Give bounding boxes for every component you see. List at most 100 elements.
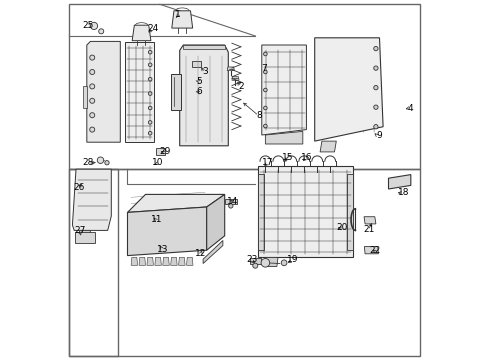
Text: 1: 1 <box>175 10 181 19</box>
Polygon shape <box>146 257 153 265</box>
Text: 2: 2 <box>238 82 243 91</box>
Polygon shape <box>75 232 95 243</box>
Polygon shape <box>192 61 201 67</box>
Text: 17: 17 <box>262 158 273 167</box>
Polygon shape <box>231 77 239 80</box>
Polygon shape <box>249 258 260 264</box>
Circle shape <box>148 121 152 124</box>
Circle shape <box>373 85 377 90</box>
Circle shape <box>89 69 95 75</box>
Polygon shape <box>72 169 111 230</box>
Polygon shape <box>258 174 263 250</box>
Text: 15: 15 <box>282 153 293 162</box>
Text: 11: 11 <box>150 215 162 224</box>
Text: 18: 18 <box>397 188 408 197</box>
Polygon shape <box>163 257 169 265</box>
Polygon shape <box>346 174 352 250</box>
Text: 25: 25 <box>82 21 93 30</box>
Polygon shape <box>139 257 145 265</box>
Text: 22: 22 <box>368 246 380 255</box>
Circle shape <box>89 113 95 118</box>
Polygon shape <box>227 67 234 71</box>
Text: 3: 3 <box>202 68 207 77</box>
Text: 13: 13 <box>156 245 168 253</box>
Text: 29: 29 <box>159 148 170 156</box>
Text: 5: 5 <box>196 77 202 85</box>
Circle shape <box>148 77 152 81</box>
Polygon shape <box>125 42 153 142</box>
Polygon shape <box>155 257 161 265</box>
Text: 23: 23 <box>246 256 258 264</box>
Text: 9: 9 <box>376 130 382 139</box>
Polygon shape <box>387 175 410 189</box>
Polygon shape <box>179 45 228 146</box>
Polygon shape <box>320 141 336 152</box>
Polygon shape <box>170 74 181 110</box>
Text: 24: 24 <box>147 24 158 33</box>
Circle shape <box>263 52 266 56</box>
Bar <box>69 4 419 169</box>
Polygon shape <box>156 148 164 155</box>
Polygon shape <box>203 240 223 264</box>
Polygon shape <box>314 38 382 141</box>
Circle shape <box>148 92 152 95</box>
Polygon shape <box>261 45 306 135</box>
Circle shape <box>261 258 269 267</box>
Text: 14: 14 <box>227 197 238 206</box>
Circle shape <box>252 263 257 268</box>
Polygon shape <box>224 199 236 204</box>
Polygon shape <box>363 217 375 224</box>
Text: 27: 27 <box>74 226 85 235</box>
Text: 19: 19 <box>286 256 298 264</box>
Circle shape <box>104 161 109 165</box>
Text: 21: 21 <box>362 225 374 234</box>
Circle shape <box>90 22 98 30</box>
Circle shape <box>263 124 266 128</box>
Circle shape <box>89 84 95 89</box>
Text: 4: 4 <box>407 104 412 112</box>
Polygon shape <box>171 11 192 28</box>
Text: 28: 28 <box>82 158 93 167</box>
Text: 12: 12 <box>195 249 206 258</box>
Circle shape <box>148 63 152 67</box>
Polygon shape <box>364 247 378 254</box>
Text: 26: 26 <box>73 183 84 192</box>
Circle shape <box>97 157 103 163</box>
Circle shape <box>373 46 377 51</box>
Circle shape <box>89 98 95 103</box>
Polygon shape <box>206 194 224 250</box>
Polygon shape <box>265 131 302 144</box>
Circle shape <box>263 70 266 74</box>
Bar <box>69 169 118 356</box>
Circle shape <box>99 29 103 34</box>
Polygon shape <box>186 257 193 265</box>
Text: 7: 7 <box>261 64 266 73</box>
Circle shape <box>281 260 286 266</box>
Polygon shape <box>87 41 120 142</box>
Polygon shape <box>183 45 224 49</box>
Polygon shape <box>131 257 137 265</box>
Polygon shape <box>170 257 177 265</box>
Text: 10: 10 <box>151 158 163 167</box>
Polygon shape <box>178 257 185 265</box>
Text: 8: 8 <box>256 111 261 120</box>
Circle shape <box>228 204 232 208</box>
Bar <box>69 169 419 356</box>
Polygon shape <box>127 194 224 212</box>
Circle shape <box>89 55 95 60</box>
Circle shape <box>148 106 152 110</box>
Polygon shape <box>258 166 352 257</box>
Text: 16: 16 <box>300 153 311 162</box>
Circle shape <box>373 125 377 129</box>
Circle shape <box>263 106 266 110</box>
Polygon shape <box>132 25 151 41</box>
Polygon shape <box>83 86 87 108</box>
Circle shape <box>373 105 377 109</box>
Circle shape <box>148 50 152 54</box>
Circle shape <box>148 131 152 135</box>
Polygon shape <box>127 207 206 256</box>
Text: 6: 6 <box>196 87 202 96</box>
Polygon shape <box>264 257 277 266</box>
Polygon shape <box>79 230 90 239</box>
Circle shape <box>263 88 266 92</box>
